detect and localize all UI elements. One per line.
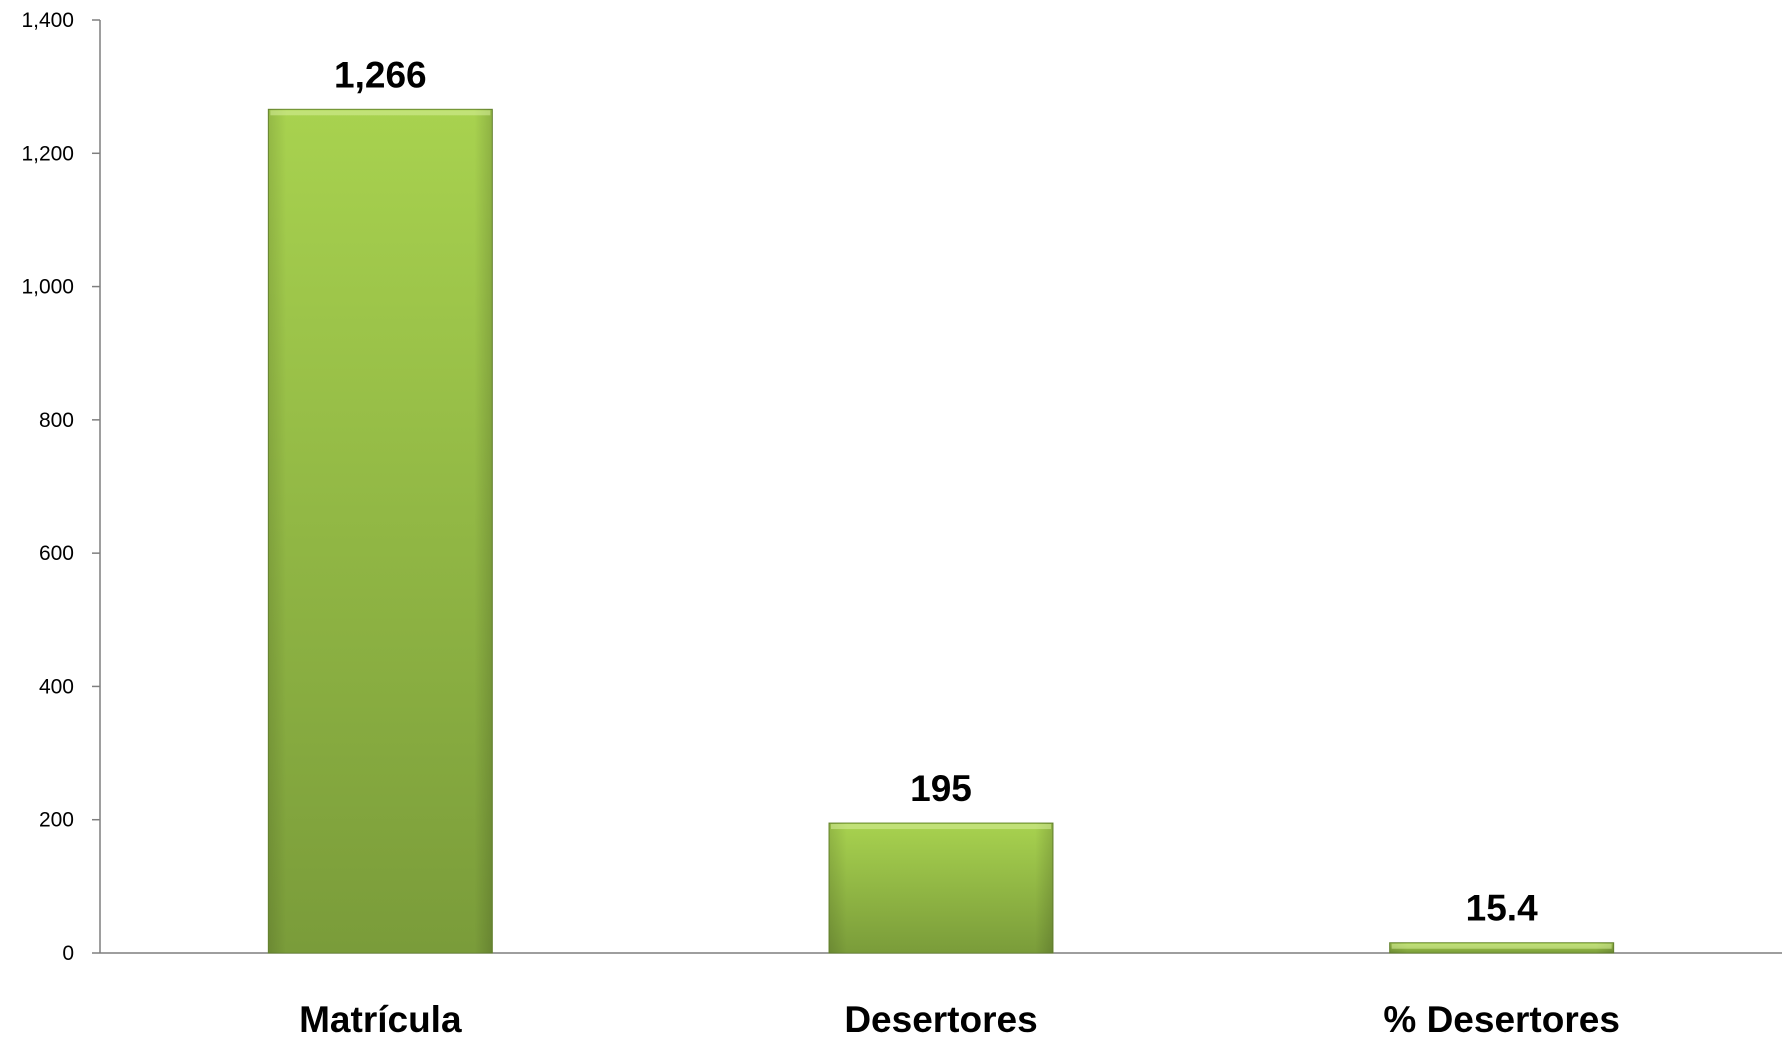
y-tick-label: 200 xyxy=(39,809,74,832)
data-label: 15.4 xyxy=(1466,888,1538,929)
x-category-label: Desertores xyxy=(844,999,1037,1037)
category-labels: Matrícula Desertores % Desertores xyxy=(299,999,1620,1037)
x-category-label: % Desertores xyxy=(1383,999,1620,1037)
y-tick-label: 600 xyxy=(39,542,74,565)
bar-bevel-0 xyxy=(270,110,491,116)
y-tick-label: 1,000 xyxy=(21,276,74,299)
data-labels: 1,266 195 15.4 xyxy=(334,54,1538,928)
x-category-label: Matrícula xyxy=(299,999,462,1037)
bar-shade-0 xyxy=(268,109,493,953)
bar-bevel-2 xyxy=(1391,943,1612,949)
y-tick-label: 400 xyxy=(39,675,74,698)
y-tick-label: 1,200 xyxy=(21,142,74,165)
y-tick-label: 800 xyxy=(39,409,74,432)
bar-shade-1 xyxy=(829,823,1053,953)
y-tick-label: 0 xyxy=(62,942,74,965)
y-tick-label: 1,400 xyxy=(21,9,74,32)
data-label: 195 xyxy=(910,768,972,809)
bar-bevel-1 xyxy=(831,824,1051,830)
data-label: 1,266 xyxy=(334,54,427,95)
bars xyxy=(267,108,1615,954)
y-axis: 0 200 400 600 800 1,000 1,200 1,400 xyxy=(21,9,101,965)
